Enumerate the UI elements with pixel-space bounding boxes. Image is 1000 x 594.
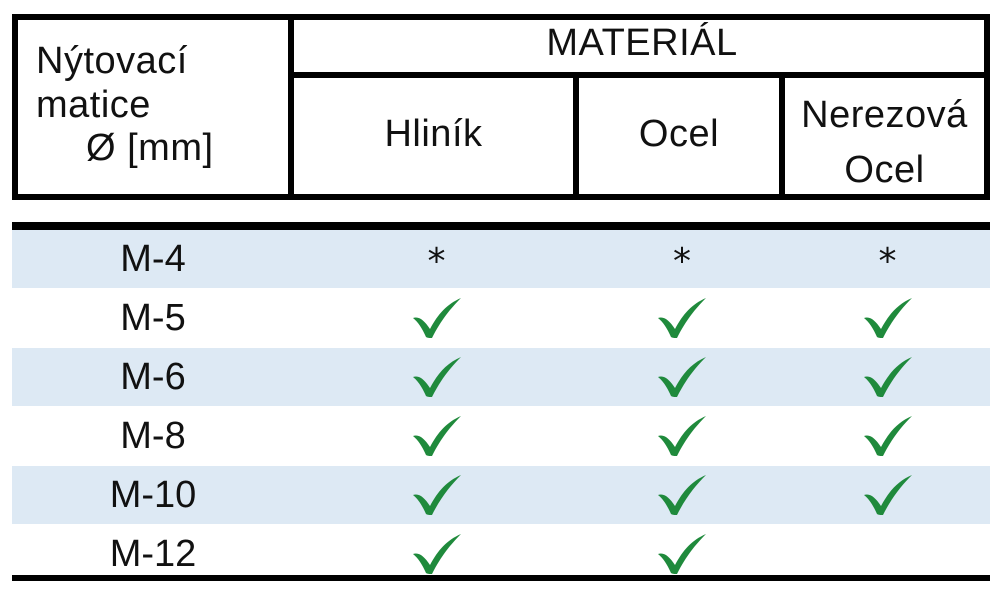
table-row: M-12 [12, 525, 990, 583]
steel-cell: * [579, 230, 785, 288]
checkmark-icon [658, 357, 706, 397]
steel-cell [579, 348, 785, 406]
material-header: MATERIÁL [546, 22, 738, 64]
row-size-label: M-8 [120, 414, 186, 457]
aluminium-cell [294, 348, 579, 406]
row-size-label: M-5 [120, 296, 186, 339]
steel-cell [579, 466, 785, 524]
row-size-label: M-10 [109, 473, 197, 516]
row-size-label: M-12 [109, 532, 197, 575]
steel-cell [579, 289, 785, 347]
aluminium-cell: * [294, 230, 579, 288]
stainless-cell [785, 348, 990, 406]
header-divider-vertical [288, 14, 294, 200]
size-header-line-1: Nýtovací [36, 40, 188, 82]
aluminium-cell [294, 525, 579, 583]
checkmark-icon [658, 298, 706, 338]
size-header-line-2: matice [36, 83, 151, 126]
steel-column-header: Ocel [638, 113, 720, 155]
aluminium-cell [294, 466, 579, 524]
checkmark-icon [412, 357, 461, 397]
size-header-line-3: Ø [mm] [86, 127, 214, 170]
header-divider-aluminium-steel [573, 72, 579, 200]
stainless-header-line-2: Ocel [844, 149, 925, 192]
table-row: M-4 * * * [12, 230, 990, 288]
header-divider-steel-stainless [779, 72, 785, 200]
checkmark-icon [412, 416, 461, 456]
asterisk-mark: * [878, 241, 897, 282]
checkmark-icon [658, 475, 706, 515]
stainless-cell [785, 466, 990, 524]
table-row: M-8 [12, 407, 990, 465]
checkmark-icon [658, 416, 706, 456]
checkmark-icon [863, 357, 912, 397]
row-size-label: M-4 [120, 237, 186, 280]
table-row: M-6 [12, 348, 990, 406]
asterisk-mark: * [673, 241, 691, 282]
table-top-rule [12, 222, 990, 230]
steel-cell [579, 407, 785, 465]
checkmark-icon [412, 475, 461, 515]
aluminium-column-header: Hliník [384, 113, 483, 155]
size-column-header: Nýtovací matice Ø [mm] [36, 40, 276, 171]
stainless-cell [785, 407, 990, 465]
checkmark-icon [412, 534, 461, 574]
asterisk-mark: * [427, 241, 446, 282]
checkmark-icon [863, 298, 912, 338]
checkmark-icon [863, 416, 912, 456]
aluminium-cell [294, 407, 579, 465]
checkmark-icon [412, 298, 461, 338]
header-divider-horizontal [288, 72, 990, 78]
header-box [12, 14, 990, 200]
stainless-header-line-1: Nerezová [801, 94, 968, 136]
table-row: M-10 [12, 466, 990, 524]
stainless-column-header: Nerezová Ocel [785, 88, 984, 198]
table-bottom-rule [12, 575, 990, 581]
aluminium-cell [294, 289, 579, 347]
row-size-label: M-6 [120, 355, 186, 398]
steel-cell [579, 525, 785, 583]
table-row: M-5 [12, 289, 990, 347]
stainless-cell: * [785, 230, 990, 288]
stainless-cell [785, 289, 990, 347]
checkmark-icon [658, 534, 706, 574]
checkmark-icon [863, 475, 912, 515]
